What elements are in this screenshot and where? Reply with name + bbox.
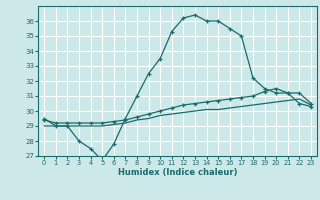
X-axis label: Humidex (Indice chaleur): Humidex (Indice chaleur) xyxy=(118,168,237,177)
